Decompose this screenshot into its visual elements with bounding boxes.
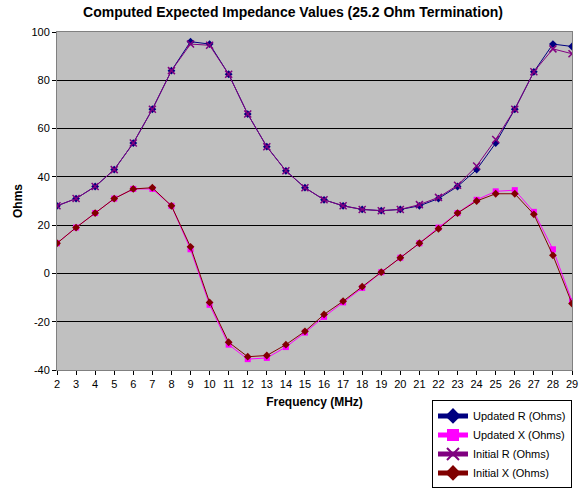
svg-text:7: 7 [149, 378, 155, 390]
svg-text:0: 0 [44, 267, 50, 279]
svg-text:6: 6 [130, 378, 136, 390]
svg-text:24: 24 [471, 378, 483, 390]
svg-text:11: 11 [223, 378, 234, 390]
svg-text:60: 60 [38, 122, 50, 134]
svg-text:40: 40 [38, 171, 50, 183]
svg-text:20: 20 [394, 378, 406, 390]
svg-text:9: 9 [187, 378, 193, 390]
svg-text:-20: -20 [34, 316, 50, 328]
svg-text:12: 12 [242, 378, 254, 390]
svg-text:19: 19 [375, 378, 387, 390]
svg-text:28: 28 [547, 378, 559, 390]
svg-text:21: 21 [413, 378, 425, 390]
svg-text:Initial X (Ohms): Initial X (Ohms) [473, 467, 549, 479]
svg-text:Updated R (Ohms): Updated R (Ohms) [473, 410, 565, 422]
svg-text:25: 25 [490, 378, 502, 390]
svg-text:20: 20 [38, 219, 50, 231]
svg-text:Frequency (MHz): Frequency (MHz) [266, 395, 363, 409]
svg-text:13: 13 [261, 378, 273, 390]
svg-text:29: 29 [566, 378, 578, 390]
svg-text:17: 17 [337, 378, 349, 390]
svg-text:80: 80 [38, 74, 50, 86]
svg-text:Updated X (Ohms): Updated X (Ohms) [473, 429, 565, 441]
svg-text:23: 23 [451, 378, 463, 390]
svg-text:Initial R (Ohms): Initial R (Ohms) [473, 448, 549, 460]
svg-text:14: 14 [280, 378, 292, 390]
svg-text:100: 100 [31, 26, 49, 38]
svg-text:16: 16 [318, 378, 330, 390]
svg-text:26: 26 [509, 378, 521, 390]
svg-text:18: 18 [356, 378, 368, 390]
svg-text:8: 8 [168, 378, 174, 390]
svg-text:10: 10 [203, 378, 215, 390]
svg-text:Computed Expected Impedance Va: Computed Expected Impedance Values (25.2… [83, 4, 503, 20]
svg-text:Ohms: Ohms [11, 184, 25, 218]
svg-text:22: 22 [432, 378, 444, 390]
svg-text:3: 3 [73, 378, 79, 390]
svg-text:-40: -40 [34, 364, 50, 376]
svg-text:27: 27 [528, 378, 540, 390]
svg-text:4: 4 [92, 378, 98, 390]
svg-text:5: 5 [111, 378, 117, 390]
svg-text:15: 15 [299, 378, 311, 390]
svg-text:2: 2 [54, 378, 60, 390]
